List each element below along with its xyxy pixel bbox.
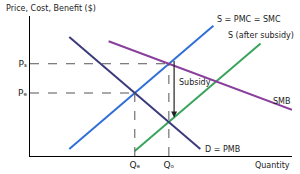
svg-text:Qₑ: Qₑ bbox=[129, 160, 140, 170]
svg-text:Pₛ: Pₛ bbox=[18, 59, 27, 69]
svg-text:Pₑ: Pₑ bbox=[18, 88, 27, 98]
svg-text:Qₒ: Qₒ bbox=[163, 160, 174, 170]
svg-text:Subsidy: Subsidy bbox=[179, 78, 211, 87]
svg-text:S = PMC = SMC: S = PMC = SMC bbox=[217, 15, 281, 24]
svg-text:Price, Cost, Benefit ($): Price, Cost, Benefit ($) bbox=[6, 4, 96, 13]
svg-text:D = PMB: D = PMB bbox=[205, 145, 240, 154]
svg-text:Quantity: Quantity bbox=[255, 161, 290, 170]
svg-text:SMB: SMB bbox=[273, 97, 290, 106]
svg-text:S (after subsidy): S (after subsidy) bbox=[228, 31, 294, 40]
